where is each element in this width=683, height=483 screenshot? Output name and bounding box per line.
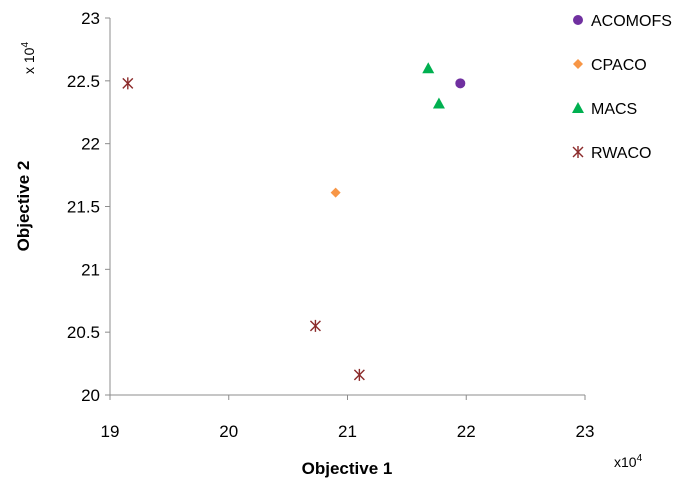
legend: ACOMOFS CPACO MACS RWACO	[572, 13, 672, 162]
y-tick-label: 23	[81, 9, 100, 28]
x-multiplier: x104	[614, 453, 643, 470]
legend-marker-cpaco	[573, 59, 583, 69]
legend-label: MACS	[591, 101, 637, 118]
y-multiplier: x 104	[20, 42, 37, 74]
x-multiplier-exponent: 4	[637, 453, 643, 464]
y-tick-label: 22	[81, 135, 100, 154]
x-multiplier-base: x10	[614, 454, 637, 470]
data-point-acomofs	[455, 78, 466, 89]
legend-marker-macs	[572, 102, 584, 113]
data-point-macs	[422, 62, 435, 74]
x-tick-label: 21	[338, 422, 357, 441]
data-point-rwaco	[353, 368, 365, 381]
x-ticks: 19 20 21 22 23	[101, 395, 595, 441]
y-tick-label: 21.5	[67, 198, 100, 217]
y-multiplier-exponent: 4	[20, 42, 31, 48]
legend-label: RWACO	[591, 145, 651, 162]
legend-marker-rwaco	[572, 146, 584, 158]
y-ticks: 20 20.5 21 21.5 22 22.5 23	[67, 9, 110, 405]
y-tick-label: 21	[81, 260, 100, 279]
data-point-cpaco	[330, 187, 341, 198]
legend-label: CPACO	[591, 57, 647, 74]
y-multiplier-base: x 10	[21, 47, 37, 74]
y-axis-title: Objective 2	[14, 161, 33, 252]
data-point-rwaco	[309, 319, 321, 332]
data-points	[122, 62, 466, 381]
y-tick-label: 22.5	[67, 72, 100, 91]
data-point-rwaco	[122, 77, 134, 90]
x-axis-title: Objective 1	[302, 459, 393, 478]
y-tick-label: 20	[81, 386, 100, 405]
legend-marker-acomofs	[573, 15, 583, 25]
x-tick-label: 22	[457, 422, 476, 441]
x-tick-label: 19	[101, 422, 120, 441]
x-tick-label: 20	[219, 422, 238, 441]
y-tick-label: 20.5	[67, 323, 100, 342]
legend-label: ACOMOFS	[591, 13, 672, 30]
data-point-macs	[432, 97, 445, 109]
x-tick-label: 23	[576, 422, 595, 441]
